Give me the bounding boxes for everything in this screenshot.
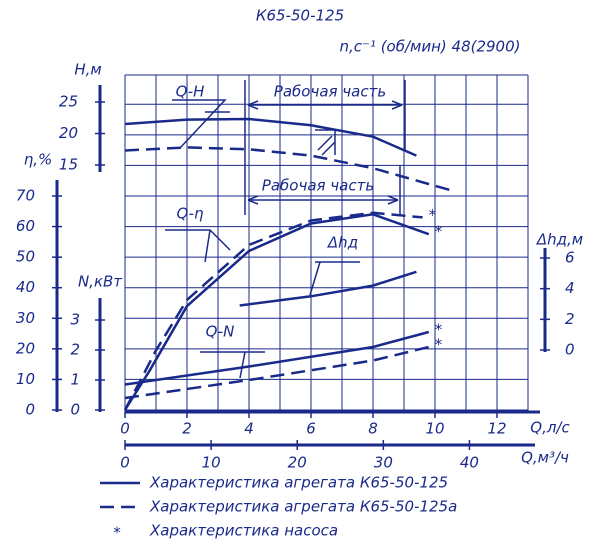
y-tick-label: 0 [70, 401, 80, 419]
chart-subtitle: n,c⁻¹ (об/мин) 48(2900) [339, 38, 520, 56]
chart-title: К65-50-125 [256, 7, 344, 25]
y-axis-label: η,% [24, 151, 53, 169]
y-tick-label: 30 [16, 309, 35, 327]
series-line [124, 345, 430, 400]
x-tick-label: 6 [306, 420, 316, 438]
y-tick-label: 20 [59, 124, 78, 142]
curve-label: Q-N [206, 323, 235, 341]
x-tick-label: 8 [368, 420, 378, 438]
pump-marker: * [429, 206, 437, 224]
y-tick-label: 20 [16, 339, 35, 357]
curve-label: Q-η [176, 205, 203, 223]
curve-label: Q-H [176, 83, 205, 101]
x2-tick-label: 20 [288, 454, 307, 472]
x2-axis-label: Q,м³/ч [521, 449, 569, 467]
y-tick-label: 0 [565, 341, 575, 359]
y-tick-label: 10 [16, 370, 35, 388]
legend-symbol: * [113, 524, 121, 542]
x2-tick-label: 40 [460, 454, 479, 472]
pump-marker: * [435, 223, 443, 241]
y-tick-label: 70 [16, 187, 35, 205]
series-line [124, 117, 417, 157]
x-tick-label: 4 [244, 420, 254, 438]
leader-line [165, 229, 231, 263]
x-tick-label: 12 [487, 420, 506, 438]
y-tick-label: 60 [16, 217, 35, 235]
y-axis-label: N,кВт [78, 273, 123, 291]
x-tick-label: 0 [120, 420, 130, 438]
series-line [123, 211, 423, 411]
legend-label: Характеристика насоса [149, 522, 338, 540]
pump-marker: * [435, 321, 443, 339]
y-tick-label: 2 [565, 310, 575, 328]
y-tick-label: 1 [70, 371, 80, 389]
pump-marker: * [435, 336, 443, 354]
y-tick-label: 50 [16, 248, 35, 266]
legend-label: Характеристика агрегата К65-50-125 [149, 474, 448, 492]
series-line [239, 270, 417, 307]
legend-label: Характеристика агрегата К65-50-125а [149, 498, 457, 516]
curve-label: Рабочая часть [262, 177, 374, 195]
leader-line [172, 99, 230, 149]
x-tick-label: 10 [425, 420, 444, 438]
series-line [124, 330, 430, 386]
series-line [123, 213, 430, 411]
x-axis-label: Q,л/с [530, 419, 570, 437]
y-tick-label: 2 [70, 341, 80, 359]
leader-line [309, 261, 360, 296]
y-tick-label: 6 [565, 249, 575, 267]
y-tick-label: 0 [25, 401, 35, 419]
x-tick-label: 2 [182, 420, 192, 438]
y-tick-label: 4 [565, 279, 575, 297]
y-tick-label: 25 [59, 93, 78, 111]
x2-tick-label: 0 [120, 454, 130, 472]
curve-label: Рабочая часть [274, 83, 386, 101]
leader-line [200, 351, 265, 379]
y-tick-label: 15 [59, 156, 78, 174]
y-axis-label: H,м [74, 61, 101, 79]
x2-tick-label: 30 [374, 454, 393, 472]
series-line [124, 146, 451, 192]
y-axis-label: Δhд,м [536, 231, 583, 249]
y-tick-label: 3 [70, 311, 80, 329]
curve-label: Δhд [327, 234, 358, 252]
y-tick-label: 40 [16, 278, 35, 296]
x2-tick-label: 10 [202, 454, 221, 472]
